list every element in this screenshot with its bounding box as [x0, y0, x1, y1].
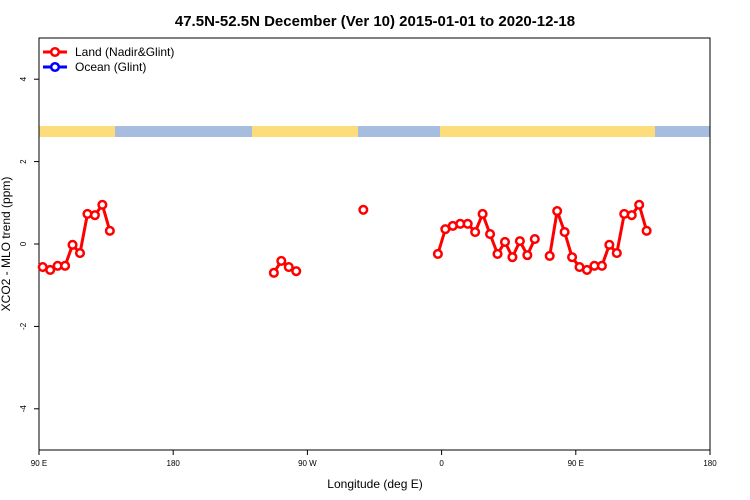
data-point	[641, 225, 652, 236]
legend-marker	[49, 61, 61, 73]
legend-marker	[49, 46, 61, 58]
land-strip	[39, 126, 115, 137]
land-strip	[252, 126, 358, 137]
y-tick-label: 4	[19, 76, 28, 81]
data-point	[89, 210, 100, 221]
data-point	[522, 250, 533, 261]
x-axis-label: Longitude (deg E)	[327, 477, 422, 491]
data-point	[283, 262, 294, 273]
ocean-strip	[655, 126, 710, 137]
data-point	[291, 266, 302, 277]
data-point	[276, 255, 287, 266]
data-point	[74, 248, 86, 259]
x-tick-label: 90 E	[31, 459, 47, 468]
data-point	[559, 227, 570, 238]
data-point	[104, 225, 115, 236]
data-point	[477, 208, 488, 219]
data-point	[470, 227, 481, 238]
data-point	[45, 264, 56, 276]
data-point	[634, 199, 645, 210]
legend-label: Ocean (Glint)	[75, 60, 146, 74]
ocean-strip	[358, 126, 440, 137]
chart-title: 47.5N-52.5N December (Ver 10) 2015-01-01…	[175, 13, 575, 30]
data-point	[552, 205, 563, 217]
data-point	[611, 248, 622, 259]
data-point	[97, 199, 108, 210]
land-strip	[440, 126, 655, 137]
y-tick-label: 0	[19, 241, 28, 246]
land-ocean-band	[39, 126, 710, 137]
x-tick-label: 90 E	[568, 459, 584, 468]
data-point	[581, 264, 593, 276]
data-point	[268, 267, 279, 278]
x-tick-label: 180	[167, 459, 181, 468]
y-axis-label: XCO2 - MLO trend (ppm)	[0, 177, 13, 312]
data-point	[358, 204, 369, 215]
data-point	[67, 239, 78, 250]
data-point	[529, 234, 540, 245]
y-tick-label: -2	[19, 322, 28, 330]
data-point	[462, 218, 473, 229]
data-point	[596, 260, 607, 271]
x-tick-label: 180	[703, 459, 717, 468]
x-tick-label: 90 W	[298, 459, 317, 468]
data-point	[507, 252, 518, 263]
ocean-strip	[115, 126, 252, 137]
y-tick-label: -4	[19, 405, 28, 413]
legend-label: Land (Nadir&Glint)	[75, 45, 174, 59]
data-point	[492, 248, 503, 259]
data-point	[544, 250, 555, 261]
data-point	[60, 260, 71, 271]
x-tick-label: 0	[439, 459, 444, 468]
data-point	[626, 210, 637, 221]
data-point	[567, 252, 578, 263]
data-point	[499, 236, 511, 247]
data-point	[604, 239, 615, 250]
y-tick-label: 2	[19, 159, 28, 164]
data-point	[432, 248, 443, 259]
data-point	[514, 236, 525, 247]
data-point	[485, 229, 496, 240]
